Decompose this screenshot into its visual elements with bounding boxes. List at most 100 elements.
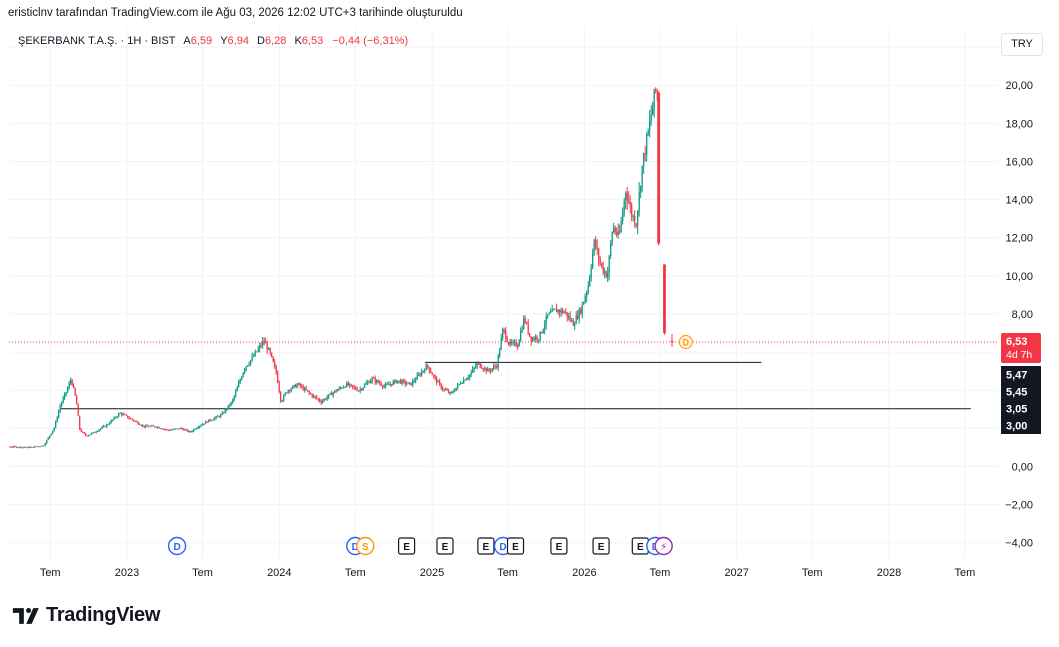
candle-body bbox=[542, 329, 544, 333]
candle-body bbox=[638, 191, 640, 212]
candle-body bbox=[62, 397, 64, 403]
candle-body bbox=[34, 446, 36, 448]
candle-body bbox=[484, 368, 486, 370]
candle-body bbox=[97, 431, 99, 432]
candle-body bbox=[151, 425, 153, 427]
candle-body bbox=[226, 409, 228, 410]
candle-body bbox=[379, 382, 381, 384]
y-tick-label: −4,00 bbox=[1005, 538, 1033, 550]
candle-body bbox=[44, 443, 46, 446]
grid bbox=[9, 28, 999, 558]
y-tick-label: 0,00 bbox=[1012, 461, 1033, 473]
candle-body bbox=[343, 387, 345, 389]
candle-body bbox=[521, 329, 523, 332]
candle-body bbox=[121, 412, 123, 415]
y-tick-label: 18,00 bbox=[1005, 118, 1033, 130]
candle-body bbox=[458, 383, 460, 385]
candle-body bbox=[389, 384, 391, 385]
candle-body bbox=[227, 405, 229, 410]
candle-body bbox=[599, 258, 601, 264]
candle-body bbox=[14, 446, 16, 448]
candle-body bbox=[58, 411, 60, 418]
candle-body bbox=[400, 380, 402, 384]
candle-body bbox=[515, 342, 517, 347]
candle-body bbox=[574, 323, 576, 326]
candle-body bbox=[605, 271, 607, 278]
candle-body bbox=[481, 367, 483, 369]
current-price-badge bbox=[1001, 332, 1041, 363]
candle-body bbox=[323, 398, 325, 401]
candle-body bbox=[103, 425, 105, 427]
candle-body bbox=[275, 366, 277, 373]
candle-body bbox=[257, 348, 259, 352]
candle-body bbox=[581, 304, 583, 314]
candle-body bbox=[155, 426, 157, 428]
candle-body bbox=[650, 114, 652, 121]
y-tick-label: 16,00 bbox=[1005, 156, 1033, 168]
candle-body bbox=[539, 331, 541, 340]
chart-area[interactable]: DDSEEEDEEEED⚡D 22,0020,0018,0016,0014,00… bbox=[9, 28, 1051, 586]
candle-body bbox=[529, 332, 531, 337]
candle-body bbox=[31, 446, 33, 448]
candle-body bbox=[406, 383, 408, 385]
level-badge bbox=[1001, 399, 1041, 417]
candle-body bbox=[329, 393, 331, 395]
candle-body bbox=[341, 387, 343, 389]
candle-body bbox=[68, 383, 70, 388]
candle-body bbox=[163, 429, 165, 430]
candle-body bbox=[461, 382, 463, 384]
candle-body bbox=[113, 417, 115, 420]
low-label: D bbox=[257, 35, 265, 47]
candle-body bbox=[269, 348, 271, 353]
candle-body bbox=[361, 389, 363, 390]
candle-body bbox=[580, 309, 582, 314]
dividend-marker-letter: D bbox=[499, 542, 506, 553]
y-tick-label: 20,00 bbox=[1005, 80, 1033, 92]
candle-body bbox=[248, 363, 250, 366]
candle-body bbox=[256, 351, 258, 353]
candle-body bbox=[430, 370, 432, 373]
candle-body bbox=[287, 390, 289, 393]
y-tick-label: 8,00 bbox=[1012, 309, 1033, 321]
tradingview-logo[interactable]: TradingView bbox=[12, 604, 160, 627]
candle-body bbox=[50, 433, 52, 436]
candle-body bbox=[64, 393, 66, 398]
candle-body bbox=[553, 309, 555, 311]
candle-body bbox=[610, 243, 612, 257]
candle-body bbox=[657, 92, 661, 244]
candle-body bbox=[416, 375, 418, 380]
candle-body bbox=[475, 366, 477, 368]
candle-body bbox=[272, 356, 274, 362]
candle-body bbox=[620, 221, 622, 232]
candle-body bbox=[286, 392, 288, 394]
candle-body bbox=[449, 392, 451, 394]
x-tick-label: Tem bbox=[345, 567, 366, 579]
candle-body bbox=[35, 446, 37, 448]
candle-body bbox=[157, 427, 159, 428]
candle-body bbox=[446, 390, 448, 391]
candle-body bbox=[9, 446, 10, 448]
candle-body bbox=[439, 381, 441, 384]
candle-body bbox=[590, 267, 592, 277]
x-tick-label: Tem bbox=[40, 567, 61, 579]
candle-body bbox=[292, 386, 294, 389]
candle-body bbox=[158, 427, 160, 429]
candle-body bbox=[136, 421, 138, 423]
current-price-label: 6,53 bbox=[1006, 336, 1027, 348]
candle-body bbox=[377, 380, 379, 383]
candle-body bbox=[550, 311, 552, 313]
candle-body bbox=[224, 409, 226, 413]
candle-body bbox=[362, 387, 364, 390]
y-tick-label: −2,00 bbox=[1005, 500, 1033, 512]
currency-button[interactable]: TRY bbox=[1001, 33, 1043, 56]
price-chart-svg[interactable]: DDSEEEDEEEED⚡D 22,0020,0018,0016,0014,00… bbox=[9, 28, 1051, 586]
candle-body bbox=[509, 341, 511, 345]
candle-body bbox=[200, 425, 202, 426]
candle-body bbox=[92, 432, 94, 434]
candle-body bbox=[307, 390, 309, 392]
candle-body bbox=[325, 398, 327, 400]
level-label: 3,00 bbox=[1006, 420, 1027, 432]
candle-body bbox=[211, 420, 213, 421]
candle-body bbox=[616, 232, 618, 235]
candle-body bbox=[25, 447, 27, 449]
